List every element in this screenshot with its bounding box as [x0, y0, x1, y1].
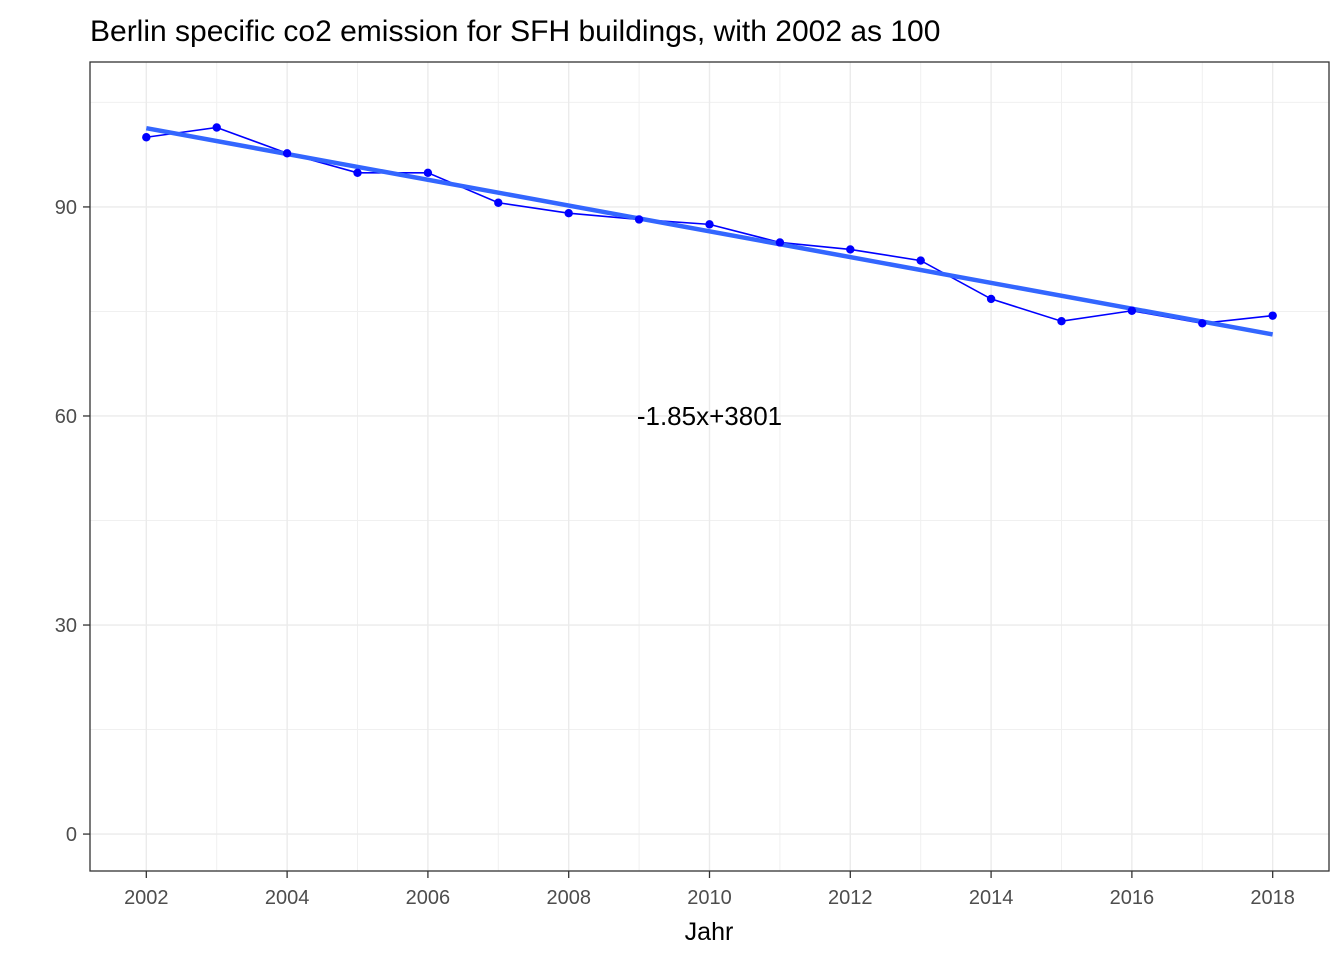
x-tick-label: 2016	[1110, 887, 1155, 909]
y-tick-label: 90	[55, 197, 77, 219]
trend-layer	[145, 125, 1274, 337]
major-gridlines	[90, 62, 1329, 871]
x-tick-label: 2004	[265, 887, 310, 909]
x-tick-label: 2002	[124, 887, 169, 909]
x-tick-label: 2006	[406, 887, 451, 909]
data-point	[1198, 319, 1207, 328]
data-point	[916, 256, 925, 265]
data-point	[846, 245, 855, 254]
data-point	[1127, 306, 1137, 315]
x-tick-label: 2014	[969, 887, 1014, 909]
data-point	[1268, 311, 1277, 320]
data-point	[1057, 317, 1066, 326]
x-tick-label: 2018	[1250, 887, 1295, 909]
data-point	[775, 238, 785, 247]
data-point	[634, 215, 644, 224]
y-tick-label: 30	[55, 615, 77, 637]
y-tick-label: 60	[55, 406, 77, 428]
chart-title: Berlin specific co2 emission for SFH bui…	[90, 15, 940, 48]
data-point	[282, 149, 292, 158]
data-point	[212, 123, 221, 132]
data-point	[423, 168, 433, 177]
y-tick-label: 0	[66, 824, 77, 846]
x-tick-label: 2010	[687, 887, 732, 909]
data-point	[986, 294, 996, 304]
data-point	[494, 198, 503, 207]
x-axis-title: Jahr	[685, 918, 734, 946]
x-tick-label: 2008	[546, 887, 591, 909]
x-tick-label: 2012	[828, 887, 873, 909]
data-point	[142, 133, 151, 142]
x-axis: 2002 2004 2006 2008 2010 2012 2014 2016 2018	[124, 871, 1295, 909]
trend-line	[145, 125, 1274, 337]
data-point	[353, 168, 362, 177]
data-point	[705, 220, 714, 229]
data-point	[564, 209, 573, 218]
points-layer	[142, 123, 1277, 328]
trend-equation-annotation: -1.85x+3801	[637, 401, 782, 431]
y-axis: 0 30 60 90	[55, 197, 90, 846]
